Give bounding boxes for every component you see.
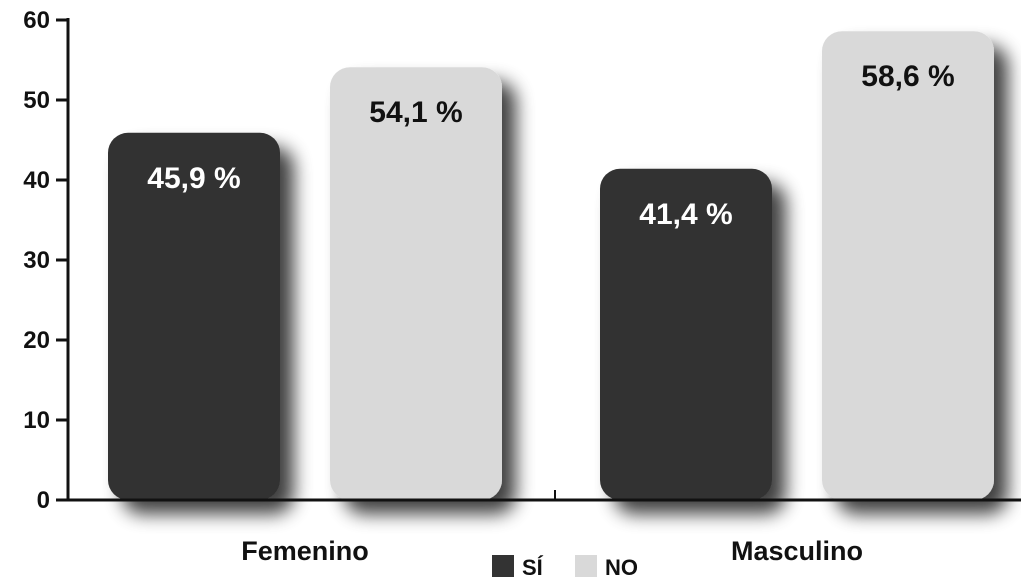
data-label: 41,4 % [639,198,732,231]
bar-s-femenino [108,132,280,501]
y-tick-label: 40 [23,167,50,194]
bar-no-femenino [330,67,502,500]
bar-s-masculino [600,168,772,501]
data-label: 45,9 % [147,162,240,195]
y-tick-label: 60 [23,7,50,34]
data-label: 58,6 % [861,60,954,93]
legend-label-0: SÍ [522,555,544,577]
legend-swatch-1 [575,555,597,577]
y-ticks-layer: 0 10 20 30 40 50 60 [23,7,68,514]
legend: SÍ NO [492,555,638,577]
category-label-masculino: Masculino [731,536,863,566]
y-tick-label: 10 [23,407,50,434]
data-label: 54,1 % [369,96,462,129]
bar-no-masculino [822,31,994,500]
category-label-femenino: Femenino [241,536,369,566]
legend-label-1: NO [605,555,638,577]
y-tick-label: 50 [23,87,50,114]
legend-swatch-0 [492,555,514,577]
bars-layer [108,31,994,501]
y-tick-label: 20 [23,327,50,354]
y-tick-label: 0 [37,487,50,514]
labels-layer: 45,9 % 54,1 % Femenino 41,4 % 58,6 % Masculin… [147,60,954,566]
y-tick-label: 30 [23,247,50,274]
